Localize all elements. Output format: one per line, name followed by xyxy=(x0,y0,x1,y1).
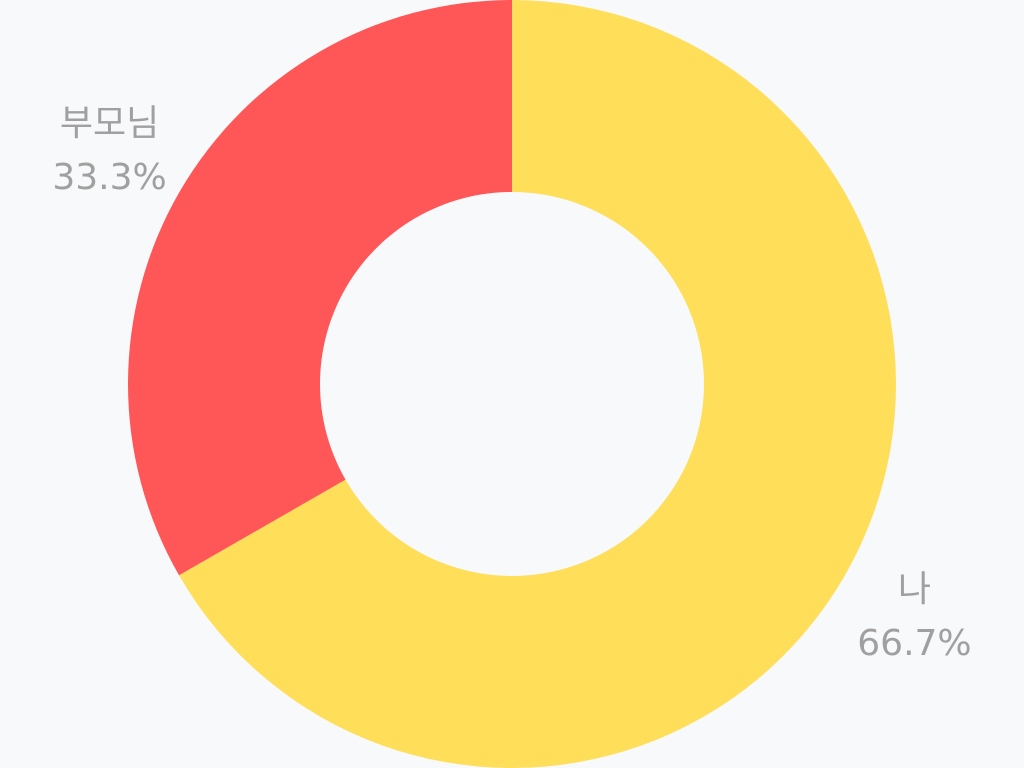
slice-value-label: 66.7% xyxy=(857,623,971,664)
slice-label: 부모님 xyxy=(60,103,159,144)
donut-slice xyxy=(127,0,512,576)
slice-value-label: 33.3% xyxy=(52,157,166,198)
slice-label: 나 xyxy=(898,569,931,610)
donut-slice xyxy=(179,0,896,768)
